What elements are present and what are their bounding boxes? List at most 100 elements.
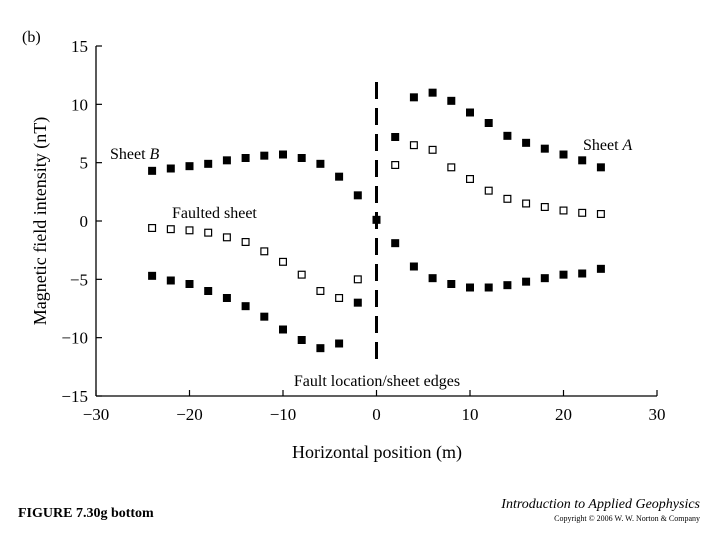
data-point-filled — [466, 283, 474, 292]
data-point-filled — [428, 88, 437, 97]
data-point-filled — [222, 156, 231, 165]
data-point-filled — [148, 271, 157, 280]
data-point-open — [578, 208, 587, 217]
data-point-filled — [391, 239, 400, 248]
data-point-open — [166, 225, 175, 234]
data-point-filled — [540, 144, 549, 153]
x-axis-title: Horizontal position (m) — [292, 442, 462, 463]
data-point-filled — [316, 159, 325, 168]
data-point-filled — [148, 166, 157, 175]
data-point-filled — [260, 151, 269, 160]
data-point-filled — [353, 191, 362, 200]
data-point-filled — [447, 96, 456, 105]
data-point-open — [466, 175, 475, 184]
data-point-filled — [204, 287, 213, 295]
x-tick-label: −20 — [176, 405, 203, 424]
data-point-filled — [559, 270, 568, 279]
data-point-open — [391, 161, 400, 170]
data-point-open — [447, 163, 456, 172]
data-point-filled — [279, 150, 287, 159]
data-point-open — [185, 226, 194, 235]
data-point-open — [353, 275, 362, 284]
data-point-filled — [596, 264, 605, 273]
data-point-open — [241, 238, 250, 247]
data-point-filled — [222, 294, 231, 302]
data-point-filled — [166, 276, 175, 285]
y-tick-label: 10 — [71, 95, 88, 114]
y-tick-label: 15 — [71, 37, 88, 56]
y-tick-label: −15 — [61, 387, 88, 406]
data-point-filled — [260, 312, 269, 321]
data-point-filled — [166, 164, 175, 173]
y-tick-label: 5 — [80, 154, 89, 173]
data-point-open — [260, 247, 269, 256]
y-tick-label: −5 — [70, 270, 88, 289]
data-point-filled — [559, 150, 568, 159]
plot-axes: −30 −20 −10 0 10 20 30 −15 −10 −5 0 5 10 15 — [61, 37, 665, 424]
data-point-filled — [185, 162, 194, 171]
data-point-filled — [241, 302, 250, 311]
data-point-filled — [185, 280, 194, 288]
data-point-open — [409, 141, 418, 150]
data-point-filled — [578, 156, 587, 165]
x-tick-label: 30 — [649, 405, 666, 424]
data-point-filled — [204, 159, 213, 168]
data-point-open — [484, 186, 493, 195]
data-point-open — [522, 199, 531, 208]
book-title: Introduction to Applied Geophysics — [501, 497, 700, 512]
copyright-notice: Copyright © 2006 W. W. Norton & Company — [554, 514, 700, 523]
y-axis-title: Magnetic field intensity (nT) — [30, 117, 51, 325]
data-point-filled — [241, 154, 250, 162]
x-tick-label: −10 — [270, 405, 297, 424]
data-point-open — [148, 224, 157, 233]
data-point-filled — [522, 138, 531, 147]
data-point-filled — [428, 274, 437, 283]
data-point-filled — [540, 274, 549, 283]
fault-line-label: Fault location/sheet edges — [294, 373, 460, 390]
x-tick-label: 0 — [372, 405, 381, 424]
x-tick-label: −30 — [83, 405, 110, 424]
data-point-filled — [297, 154, 306, 162]
data-point-filled — [596, 163, 605, 172]
data-point-filled — [335, 339, 344, 348]
figure-caption: FIGURE 7.30g bottom — [18, 506, 154, 521]
data-point-open — [222, 233, 231, 242]
data-point-filled — [503, 131, 512, 140]
series-2 — [148, 141, 605, 303]
x-tick-label: 10 — [462, 405, 479, 424]
y-tick-label: −10 — [61, 329, 88, 348]
data-point-filled — [503, 281, 512, 290]
data-point-filled — [578, 269, 587, 278]
data-point-filled — [279, 325, 287, 334]
data-point-filled — [409, 262, 418, 271]
series-3 — [148, 239, 605, 353]
data-point-filled — [372, 215, 381, 224]
data-point-filled — [316, 344, 325, 353]
data-point-filled — [353, 298, 362, 307]
data-point-filled — [391, 133, 400, 141]
data-point-open — [279, 257, 288, 266]
data-point-open — [204, 228, 213, 237]
data-point-filled — [447, 280, 456, 288]
series-label-sheet-b: Sheet B — [110, 146, 160, 163]
data-point-filled — [484, 119, 493, 127]
series-1 — [391, 88, 605, 172]
data-point-open — [559, 206, 568, 215]
data-point-open — [335, 294, 344, 303]
data-point-open — [316, 287, 325, 296]
data-point-filled — [297, 336, 306, 344]
data-point-open — [596, 210, 605, 219]
series-0 — [148, 150, 381, 224]
data-point-filled — [466, 108, 474, 117]
data-point-open — [428, 145, 437, 154]
data-point-open — [503, 194, 512, 203]
data-point-open — [297, 270, 306, 279]
data-point-filled — [522, 277, 531, 286]
data-point-filled — [409, 93, 418, 102]
data-points — [148, 88, 605, 353]
data-point-filled — [484, 283, 493, 292]
panel-label: (b) — [22, 29, 41, 46]
x-tick-label: 20 — [555, 405, 572, 424]
series-label-faulted-sheet: Faulted sheet — [172, 205, 257, 222]
